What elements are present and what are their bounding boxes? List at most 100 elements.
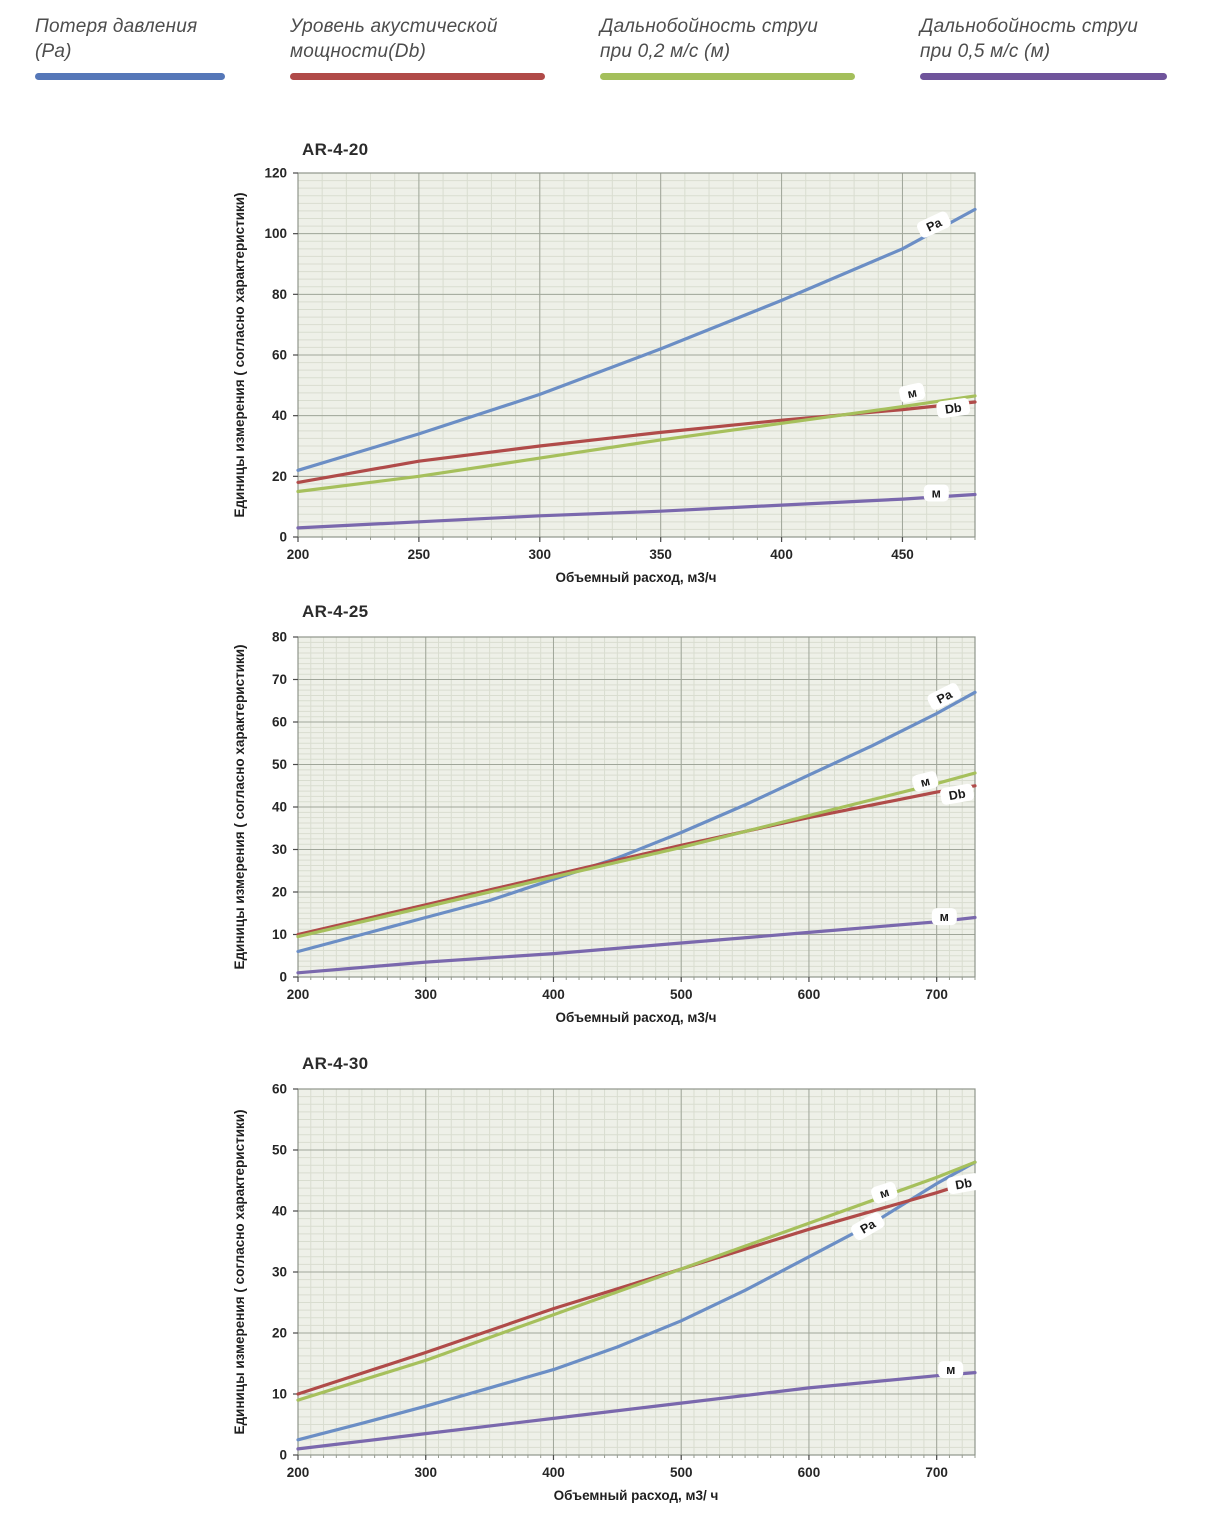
- legend-label-line1: Дальнобойность струи: [920, 16, 1139, 37]
- y-tick-label: 30: [272, 842, 287, 857]
- legend-label-line2: мощности(Db): [290, 41, 427, 62]
- series-label: Db: [944, 400, 963, 416]
- plot-area: 200 250 300 350 400 450 0 20 40 60 80 100 120 Pa Db м м: [264, 166, 977, 562]
- x-tick-label: 300: [529, 547, 552, 562]
- series-label-group: м: [912, 771, 939, 792]
- x-tick-label: 500: [670, 1465, 693, 1480]
- plot-area: 200 300 400 500 600 700 0 10 20 30 40 50 60 Pa Db м м: [272, 1082, 981, 1480]
- y-tick-label: 20: [272, 885, 287, 900]
- series-line: [296, 1160, 977, 1442]
- y-tick-label: 80: [272, 630, 287, 645]
- x-tick-label: 500: [670, 987, 693, 1002]
- legend-swatch-blue: [35, 73, 225, 80]
- series-label: м: [940, 910, 949, 924]
- y-tick-label: 0: [279, 530, 287, 545]
- x-tick-label: 700: [925, 1465, 948, 1480]
- series-label: Db: [948, 786, 967, 803]
- x-tick-label: 300: [414, 987, 437, 1002]
- series-label-group: Db: [940, 783, 975, 805]
- y-axis-title: Единицы измерения ( согласно характерист…: [232, 644, 247, 969]
- chart-canvas-ar-4-25: AR-4-25 200 300 400 500 600 700 0 10 20 30 40 50 60 7…: [232, 602, 977, 1025]
- series-label: Pa: [935, 687, 956, 707]
- x-tick-label: 200: [287, 987, 310, 1002]
- series-label: м: [932, 487, 941, 501]
- series-label: м: [946, 1363, 955, 1377]
- series-label-group: м: [931, 908, 957, 926]
- series-label-group: м: [899, 382, 926, 403]
- legend-label: Потеря давления (Pa): [35, 14, 270, 64]
- y-tick-label: 70: [272, 672, 287, 687]
- series-label-group: Pa: [916, 211, 951, 238]
- series-label-group: м: [923, 484, 949, 502]
- series-line: [296, 1160, 977, 1402]
- series-label: м: [878, 1185, 891, 1201]
- series-label-group: м: [938, 1361, 964, 1379]
- y-tick-label: 50: [272, 757, 287, 772]
- x-tick-label: 600: [798, 1465, 821, 1480]
- chart-figure-ar-4-20: AR-4-20 200 250 300 350 400 450 0 20 40 60 80 100 12…: [228, 130, 998, 595]
- series-line: [296, 394, 977, 494]
- series-label-group: Db: [946, 1173, 981, 1195]
- legend-item-acoustic-power: Уровень акустической мощности(Db): [290, 14, 575, 80]
- chart-title: AR-4-20: [302, 140, 368, 159]
- series-label: м: [919, 774, 931, 790]
- legend-swatch-red: [290, 73, 545, 80]
- y-tick-label: 60: [272, 715, 287, 730]
- x-tick-label: 350: [649, 547, 672, 562]
- legend-item-jet-range-05: Дальнобойность струи при 0,5 м/с (м): [920, 14, 1195, 80]
- x-axis-title: Объемный расход, м3/ч: [555, 1010, 716, 1025]
- series-label: м: [906, 386, 918, 402]
- x-tick-label: 400: [542, 1465, 565, 1480]
- y-tick-label: 10: [272, 1387, 287, 1402]
- chart-figure-ar-4-25: AR-4-25 200 300 400 500 600 700 0 10 20 30 40 50 60 7…: [228, 593, 998, 1038]
- x-axis-title: Объемный расход, м3/ ч: [554, 1488, 719, 1503]
- legend-label: Дальнобойность струи при 0,2 м/с (м): [600, 14, 890, 64]
- legend-item-jet-range-02: Дальнобойность струи при 0,2 м/с (м): [600, 14, 890, 80]
- legend-label-line1: Уровень акустической: [290, 16, 498, 37]
- plot-area: 200 300 400 500 600 700 0 10 20 30 40 50 60 70 80 Pa Db м…: [272, 630, 977, 1002]
- y-tick-label: 30: [272, 1265, 287, 1280]
- x-axis-title: Объемный расход, м3/ч: [555, 570, 716, 585]
- series-label: Db: [954, 1176, 973, 1193]
- x-tick-label: 400: [542, 987, 565, 1002]
- series-line: [296, 207, 977, 472]
- x-tick-label: 200: [287, 1465, 310, 1480]
- y-tick-label: 40: [272, 800, 287, 815]
- legend-swatch-purple: [920, 73, 1167, 80]
- series-label: Pa: [924, 215, 945, 235]
- y-tick-label: 0: [279, 1448, 287, 1463]
- legend-label: Уровень акустической мощности(Db): [290, 14, 575, 64]
- series-line: [296, 492, 977, 530]
- y-tick-label: 60: [272, 1082, 287, 1097]
- chart-canvas-ar-4-20: AR-4-20 200 250 300 350 400 450 0 20 40 60 80 100 12…: [232, 140, 977, 585]
- y-tick-label: 40: [272, 1204, 287, 1219]
- series-label-group: Db: [936, 398, 971, 419]
- legend-label-line2: при 0,2 м/с (м): [600, 41, 731, 62]
- legend-item-pressure-loss: Потеря давления (Pa): [35, 14, 270, 80]
- chart-legend: Потеря давления (Pa) Уровень акустическо…: [0, 14, 1205, 104]
- x-tick-label: 400: [770, 547, 793, 562]
- y-tick-label: 10: [272, 927, 287, 942]
- legend-label: Дальнобойность струи при 0,5 м/с (м): [920, 14, 1195, 64]
- chart-figure-ar-4-30: AR-4-30 200 300 400 500 600 700 0 10 20 30 40 50 60 P…: [228, 1045, 998, 1523]
- y-tick-label: 40: [272, 408, 287, 423]
- y-tick-label: 0: [279, 970, 287, 985]
- legend-label-line1: Дальнобойность струи: [600, 16, 819, 37]
- y-tick-label: 20: [272, 469, 287, 484]
- chart-title: AR-4-25: [302, 602, 368, 621]
- y-axis-title: Единицы измерения ( согласно характерист…: [232, 1109, 247, 1434]
- chart-title: AR-4-30: [302, 1054, 368, 1073]
- x-tick-label: 700: [925, 987, 948, 1002]
- series-line: [296, 690, 977, 954]
- y-tick-label: 100: [264, 226, 287, 241]
- x-tick-label: 250: [408, 547, 431, 562]
- x-tick-label: 200: [287, 547, 310, 562]
- series-label-group: Pa: [927, 683, 962, 710]
- y-tick-label: 80: [272, 287, 287, 302]
- y-tick-label: 120: [264, 166, 287, 181]
- series-line: [296, 1371, 977, 1451]
- series-label-group: Pa: [850, 1212, 885, 1241]
- chart-canvas-ar-4-30: AR-4-30 200 300 400 500 600 700 0 10 20 30 40 50 60 P…: [232, 1054, 981, 1503]
- series-line: [296, 784, 977, 937]
